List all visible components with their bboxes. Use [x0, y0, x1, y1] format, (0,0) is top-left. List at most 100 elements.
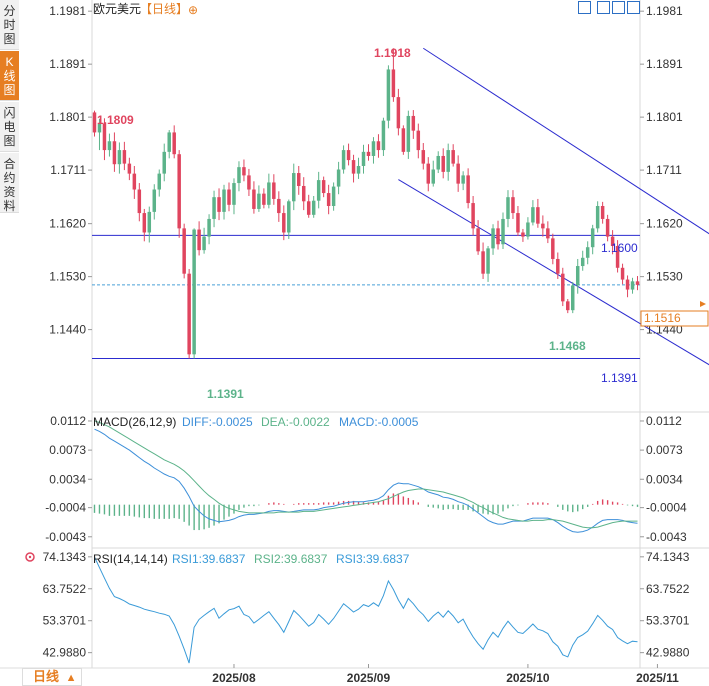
tab-contract-info[interactable]: 合约资料	[0, 153, 19, 213]
y-tick-label-right: 53.3701	[646, 614, 690, 628]
rsi-panel[interactable]	[94, 556, 638, 664]
y-tick-label-right: 1.1530	[646, 270, 683, 284]
candle-body	[595, 206, 600, 229]
x-tick-label: 2025/09	[347, 671, 391, 685]
move-cross-icon[interactable]	[578, 1, 591, 14]
candle-body	[446, 150, 450, 172]
candle-body	[177, 154, 181, 229]
candle-body	[575, 266, 580, 286]
candle-body	[566, 301, 570, 311]
candle-body	[252, 189, 256, 209]
candle-body	[421, 150, 426, 164]
rsi3-legend: RSI3:39.6837	[336, 552, 410, 566]
grid	[0, 0, 709, 669]
candle-body	[406, 115, 411, 152]
candle-body	[521, 232, 525, 237]
candle-body	[301, 185, 306, 202]
candle-body	[297, 173, 301, 186]
grid-icon[interactable]	[612, 1, 625, 14]
candle-body	[152, 189, 157, 212]
y-tick-label-left: 63.7522	[43, 582, 87, 596]
period-label[interactable]: 【日线】	[140, 2, 188, 16]
y-tick-label-left: 74.1343	[43, 550, 87, 564]
y-tick-label-left: 53.3701	[43, 614, 87, 628]
candle-body	[267, 182, 271, 205]
y-tick-label-left: 1.1440	[49, 323, 86, 337]
candle-body	[272, 182, 276, 199]
channel-upper-line	[423, 47, 709, 235]
candle-body	[227, 189, 231, 205]
macd-value-legend: MACD:-0.0005	[339, 415, 419, 429]
add-indicator-icon[interactable]: ⊕	[188, 3, 198, 17]
x-tick-label: 2025/11	[636, 671, 679, 685]
period-button[interactable]: 日线 ▲	[22, 668, 82, 686]
y-tick-label-left: 0.0112	[50, 414, 86, 428]
tab-flash-chart[interactable]: 闪电图	[0, 102, 19, 152]
candle-body	[516, 213, 520, 233]
candle-body	[232, 183, 236, 205]
settings-gear-icon[interactable]	[25, 552, 35, 562]
candle-body	[147, 211, 152, 233]
candle-body	[172, 132, 176, 155]
y-tick-label-left: -0.0004	[45, 501, 86, 515]
period-arrow-icon: ▲	[65, 672, 77, 684]
rsi2-legend: RSI2:39.6837	[254, 552, 328, 566]
candle-body	[376, 141, 381, 151]
candle-body	[262, 193, 266, 205]
support-level-label: 1.1391	[601, 371, 638, 385]
candle-body	[197, 229, 201, 251]
candle-body	[551, 238, 555, 259]
y-tick-label-right: 1.1620	[646, 217, 683, 231]
candle-body	[336, 169, 341, 187]
y-tick-label-left: 1.1620	[49, 217, 86, 231]
fullscreen-icon[interactable]	[597, 1, 610, 14]
candle-body	[466, 175, 470, 204]
candle-body	[326, 193, 331, 206]
y-tick-label-left: 1.1801	[49, 110, 86, 124]
candle-body	[561, 273, 565, 302]
candle-body	[311, 200, 316, 215]
y-tick-label-right: -0.0043	[646, 530, 687, 544]
y-tick-label-right: 63.7522	[646, 582, 690, 596]
candle-body	[571, 285, 575, 311]
candle-body	[476, 228, 480, 252]
y-tick-label-left: 1.1530	[49, 270, 86, 284]
macd-diff-legend: DIFF:-0.0025	[182, 415, 253, 429]
high-price-label: 1.1918	[374, 46, 411, 60]
candle-body	[625, 279, 630, 290]
candle-body	[585, 247, 590, 258]
low-price-label: 1.1391	[207, 387, 244, 401]
x-tick-label: 2025/10	[506, 671, 550, 685]
candle-body	[486, 248, 490, 274]
last-price-value: 1.1516	[644, 311, 681, 325]
candle-body	[371, 141, 376, 156]
macd-diff-line	[94, 428, 638, 533]
macd-panel[interactable]	[93, 420, 639, 533]
tab-timeshare[interactable]: 分时图	[0, 0, 19, 50]
candle-body	[292, 173, 296, 202]
candle-body	[506, 197, 510, 219]
left-high-label: 1.1809	[97, 113, 134, 127]
align-bottom-icon[interactable]	[627, 1, 640, 14]
price-panel[interactable]	[92, 47, 709, 381]
candle-body	[157, 173, 161, 190]
candle-body	[356, 165, 361, 174]
candle-body	[401, 128, 406, 152]
candle-body	[366, 151, 371, 156]
symbol-title: 欧元美元	[93, 2, 141, 16]
tab-kline[interactable]: K线图	[0, 51, 19, 101]
y-tick-label-left: 1.1891	[49, 57, 86, 71]
y-tick-label-right: -0.0004	[646, 501, 687, 515]
candle-body	[580, 257, 585, 267]
candle-body	[496, 228, 500, 245]
y-tick-label-right: 1.1801	[646, 110, 683, 124]
candle-body	[411, 115, 416, 131]
candle-body	[471, 203, 475, 229]
candle-body	[137, 189, 142, 214]
candle-body	[481, 251, 485, 274]
candle-body	[331, 186, 336, 206]
candle-body	[501, 218, 505, 245]
candle-body	[122, 150, 127, 164]
rsi1-legend: RSI1:39.6837	[172, 552, 246, 566]
